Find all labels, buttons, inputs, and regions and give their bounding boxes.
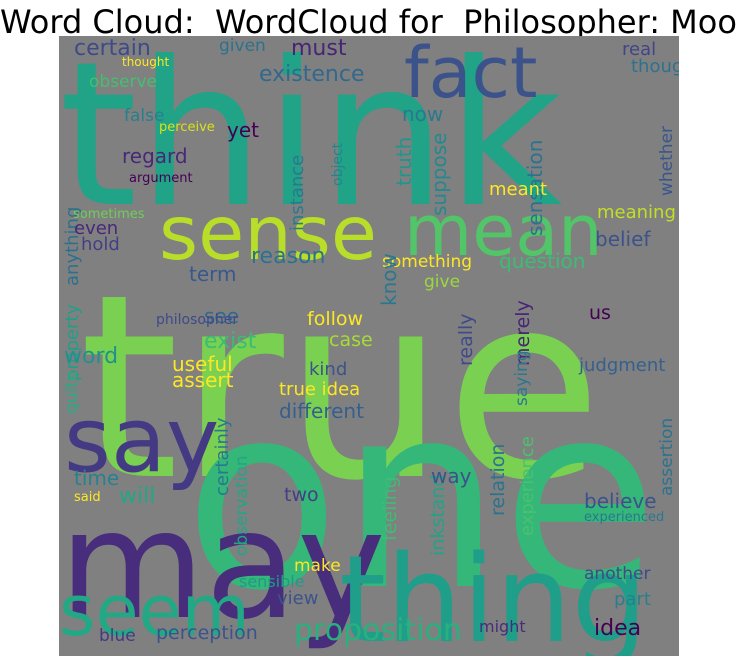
- cloud-word-assertion: assertion: [657, 417, 677, 496]
- cloud-word-relation: relation: [487, 443, 509, 516]
- cloud-word-reason: reason: [251, 244, 326, 269]
- cloud-word-philosopher: philosopher: [156, 312, 239, 328]
- cloud-word-follow: follow: [307, 308, 364, 330]
- cloud-word-part: part: [614, 589, 651, 610]
- cloud-word-hold: hold: [81, 234, 120, 255]
- cloud-word-saying: saying: [512, 350, 532, 406]
- cloud-word-term: term: [189, 262, 237, 286]
- cloud-word-said: said: [74, 490, 101, 505]
- cloud-word-though: though: [631, 56, 679, 77]
- cloud-word-feeling: feeling: [379, 476, 401, 541]
- cloud-word-something: something: [382, 252, 473, 272]
- cloud-word-may: may: [59, 479, 386, 653]
- cloud-word-kind: kind: [309, 359, 348, 380]
- cloud-word-see: see: [204, 304, 240, 328]
- cloud-word-think: think: [59, 36, 563, 252]
- cloud-word-truth: truth: [392, 136, 416, 186]
- cloud-word-exist: exist: [204, 329, 257, 354]
- cloud-word-sensible: sensible: [239, 572, 305, 591]
- cloud-word-different: different: [279, 399, 364, 423]
- cloud-word-fact: fact: [404, 36, 538, 114]
- cloud-word-whether: whether: [657, 125, 677, 196]
- cloud-word-perception: perception: [156, 622, 258, 644]
- cloud-word-property: property: [62, 303, 83, 381]
- cloud-word-yet: yet: [227, 118, 259, 142]
- cloud-word-judgment: judgment: [579, 355, 666, 376]
- cloud-word-true: true: [79, 240, 603, 537]
- cloud-word-certainly: certainly: [212, 417, 233, 496]
- cloud-word-idea: idea: [594, 616, 642, 641]
- cloud-word-perceive: perceive: [159, 120, 215, 135]
- cloud-word-observation: observation: [232, 455, 252, 556]
- cloud-word-might: might: [479, 617, 526, 636]
- cloud-word-another: another: [584, 564, 651, 584]
- cloud-word-meant: meant: [489, 179, 548, 200]
- cloud-word-sometimes: sometimes: [73, 207, 145, 222]
- cloud-word-way: way: [431, 464, 472, 488]
- cloud-word-even: even: [74, 218, 119, 239]
- word-cloud: true think one may say thing sense mean fact seem…: [59, 36, 679, 656]
- cloud-word-true-idea: true idea: [279, 379, 361, 400]
- cloud-word-instance: instance: [287, 154, 308, 231]
- cloud-word-must: must: [291, 36, 347, 61]
- cloud-word-experienced: experienced: [584, 510, 665, 525]
- page-title: Word Cloud: WordCloud for Philosopher: M…: [0, 3, 737, 41]
- cloud-word-thought: thought: [122, 55, 170, 69]
- cloud-word-question: question: [499, 249, 586, 273]
- cloud-word-word: word: [64, 344, 119, 369]
- cloud-word-existence: existence: [259, 62, 365, 87]
- cloud-word-proposition: proposition: [294, 613, 462, 648]
- cloud-word-belief: belief: [595, 227, 651, 251]
- cloud-word-given: given: [219, 36, 266, 56]
- cloud-word-false: false: [124, 106, 165, 126]
- cloud-word-mean: mean: [404, 190, 603, 272]
- cloud-word-give: give: [424, 272, 461, 292]
- cloud-word-time: time: [74, 466, 120, 490]
- cloud-word-real: real: [622, 39, 657, 60]
- cloud-word-make: make: [294, 556, 341, 576]
- cloud-word-know: know: [377, 253, 401, 306]
- cloud-word-one: one: [184, 350, 659, 647]
- cloud-word-certain: certain: [74, 36, 151, 61]
- cloud-word-meaning: meaning: [597, 202, 676, 223]
- cloud-word-really: really: [455, 313, 477, 366]
- cloud-word-sense: sense: [159, 189, 377, 277]
- cloud-word-object: object: [330, 142, 346, 186]
- cloud-word-quite: quite: [62, 370, 82, 414]
- cloud-word-thing: thing: [339, 531, 648, 657]
- cloud-word-blue: blue: [99, 626, 136, 646]
- cloud-word-case: case: [329, 329, 373, 351]
- cloud-word-seem: seem: [59, 570, 250, 652]
- cloud-word-will: will: [119, 484, 156, 509]
- cloud-word-two: two: [284, 484, 319, 506]
- cloud-word-say: say: [64, 388, 220, 493]
- cloud-word-believe: believe: [584, 489, 657, 513]
- cloud-word-regard: regard: [122, 144, 188, 168]
- cloud-word-observe: observe: [89, 72, 158, 92]
- cloud-word-assert: assert: [172, 368, 234, 392]
- cloud-word-suppose: suppose: [427, 132, 451, 216]
- cloud-word-us: us: [589, 302, 611, 324]
- cloud-word-now: now: [402, 102, 444, 126]
- cloud-word-argument: argument: [129, 171, 193, 186]
- cloud-word-useful: useful: [172, 352, 233, 376]
- cloud-word-view: view: [277, 588, 319, 609]
- cloud-word-experience: experience: [517, 436, 538, 536]
